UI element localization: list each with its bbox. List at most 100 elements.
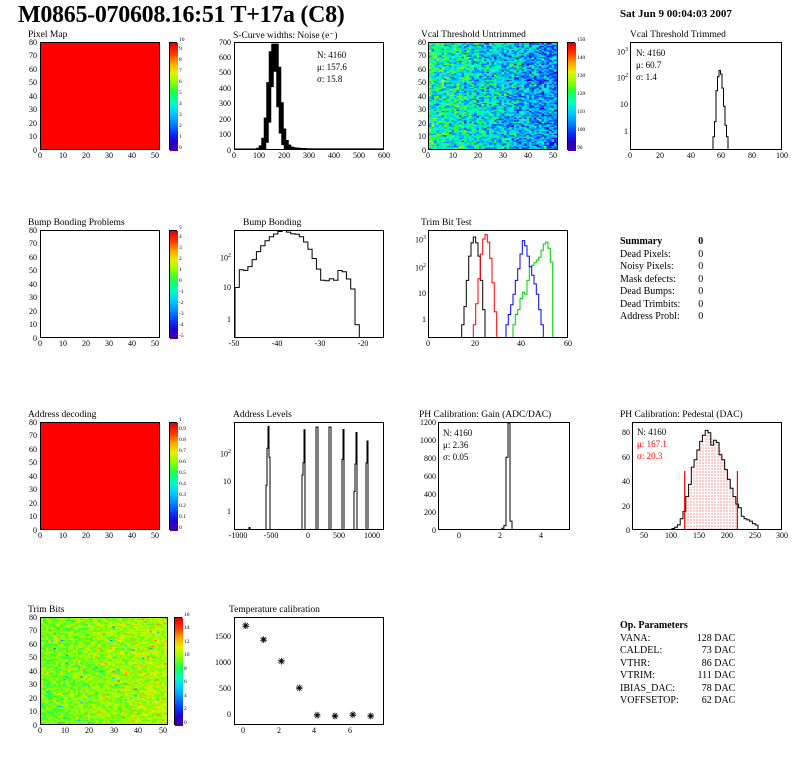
- y-tick: 0: [33, 146, 37, 155]
- colorbar-label: 100: [577, 127, 586, 133]
- y-tick: 80: [29, 38, 37, 47]
- heatmap-surface: [41, 618, 167, 724]
- y-tick: 0: [33, 526, 37, 535]
- row-value: 0: [698, 261, 704, 272]
- colorbar: [169, 230, 178, 339]
- row-label: Mask defects:: [620, 273, 676, 285]
- stat-n: N: 4160: [636, 48, 666, 58]
- colorbar-label: 6: [184, 679, 187, 685]
- colorbar-label: 3: [179, 245, 182, 251]
- plot-area: [40, 422, 160, 530]
- row-value: 0: [698, 273, 704, 285]
- plot-vcal-threshold-trimmed[interactable]: Vcal Threshold Trimmed 1 10 102 103 0 20…: [606, 30, 792, 160]
- plot-area: [630, 42, 782, 150]
- colorbar-label: 12: [184, 639, 190, 645]
- x-tick: 600: [378, 151, 390, 160]
- colorbar-label: 1: [179, 134, 182, 140]
- y-tick: 50: [29, 458, 37, 467]
- x-tick: 0: [628, 151, 632, 160]
- y-tick: 1: [624, 127, 628, 136]
- row-label: Noisy Pixels:: [620, 261, 674, 272]
- x-tick: 0: [241, 726, 245, 735]
- x-tick: 50: [549, 151, 557, 160]
- x-tick: 10: [61, 726, 69, 735]
- stat-n: N: 4160: [637, 427, 667, 437]
- y-tick: 102: [220, 449, 231, 459]
- plot-address-levels[interactable]: Address Levels 1 10 102 -1000 -500 0 500…: [205, 410, 395, 545]
- y-tick: 600: [219, 53, 231, 62]
- y-tick: 700: [219, 38, 231, 47]
- row-label: Dead Pixels:: [620, 248, 671, 260]
- plot-title: Address Levels: [233, 410, 292, 420]
- plot-temperature-calibration[interactable]: Temperature calibration 0 500 1000 1500 …: [205, 605, 395, 740]
- y-tick: 40: [29, 667, 37, 676]
- y-tick: 10: [620, 100, 628, 109]
- colorbar-label: -5: [179, 333, 184, 339]
- colorbar-label: 4: [184, 693, 187, 699]
- x-tick: 50: [640, 531, 648, 540]
- table-row: VANA: 128 DAC: [620, 633, 735, 646]
- row-value: 111 DAC: [697, 670, 736, 681]
- plot-ph-calibration-pedestal[interactable]: PH Calibration: Pedestal (DAC) 0 20 40 6…: [606, 410, 792, 545]
- y-tick: 10: [29, 132, 37, 141]
- y-tick: 10: [223, 477, 231, 486]
- y-tick: 10: [223, 283, 231, 292]
- colorbar-label: 0.7: [179, 448, 186, 454]
- plot-trim-bit-test[interactable]: Trim Bit Test 1 10 102 103 0 20 40 60: [405, 218, 595, 348]
- stat-mu: μ: 167.1: [637, 439, 667, 449]
- y-tick: 20: [622, 502, 630, 511]
- x-tick: 10: [59, 339, 67, 348]
- x-tick: 50: [159, 726, 167, 735]
- x-tick: -500: [263, 531, 279, 540]
- y-tick: 400: [424, 490, 436, 499]
- plot-title: Pixel Map: [28, 30, 68, 40]
- y-tick: 102: [415, 263, 426, 273]
- y-tick: 20: [29, 119, 37, 128]
- summary-header-row: Summary 0: [620, 236, 703, 249]
- y-tick: 20: [29, 694, 37, 703]
- plot-bump-bonding[interactable]: Bump Bonding 1 10 102 -50 -40 -30 -20: [205, 218, 395, 348]
- plot-pixel-map[interactable]: Pixel Map 0 10 20 30 40 50 60 70 80 0 10…: [14, 30, 200, 160]
- plot-address-decoding[interactable]: Address decoding 0 10 20 30 40 50 60 70 …: [14, 410, 200, 545]
- plot-area: [40, 42, 160, 150]
- plot-scurve-widths[interactable]: S-Curve widths: Noise (e⁻) 0 100 200 300…: [205, 30, 395, 160]
- op-parameters-panel: Op. Parameters VANA: 128 DAC CALDEL: 73 …: [620, 620, 796, 730]
- colorbar-label: 0: [184, 720, 187, 726]
- x-tick: 150: [693, 531, 705, 540]
- x-tick: -50: [228, 339, 240, 348]
- x-tick: 50: [151, 151, 159, 160]
- table-row: Noisy Pixels: 0: [620, 261, 703, 274]
- plot-vcal-threshold-untrimmed[interactable]: Vcal Threshold Untrimmed 0 10 20 30 40 5…: [405, 30, 595, 160]
- colorbar: [169, 42, 178, 151]
- plot-trim-bits[interactable]: Trim Bits 0 10 20 30 40 50 60 70 80 0 10…: [14, 605, 200, 740]
- heatmap-surface: [429, 43, 557, 149]
- colorbar-label: 5: [179, 90, 182, 96]
- colorbar-label: 90: [577, 145, 583, 151]
- row-label: VANA:: [620, 632, 651, 644]
- plot-title: Bump Bonding Problems: [28, 218, 125, 228]
- x-tick: 50: [151, 531, 159, 540]
- x-tick: 100: [665, 531, 677, 540]
- y-tick: 50: [29, 653, 37, 662]
- x-tick: 20: [82, 531, 90, 540]
- plot-bump-bonding-problems[interactable]: Bump Bonding Problems 0 10 20 30 40 50 6…: [14, 218, 200, 348]
- y-tick: 70: [29, 51, 37, 60]
- colorbar-label: 0.4: [179, 481, 186, 487]
- plot-ph-calibration-gain[interactable]: PH Calibration: Gain (ADC/DAC) 0 200 400…: [405, 410, 595, 545]
- x-tick: 20: [82, 151, 90, 160]
- colorbar-label: -2: [179, 300, 184, 306]
- scatter-markers: [242, 622, 375, 720]
- y-tick: 50: [29, 266, 37, 275]
- row-label: Address Probl:: [620, 311, 680, 322]
- x-tick: 500: [353, 151, 365, 160]
- y-tick: 10: [29, 320, 37, 329]
- x-tick: 500: [333, 531, 345, 540]
- row-label: IBIAS_DAC:: [620, 682, 676, 694]
- x-tick: 2: [498, 531, 502, 540]
- row-label: Dead Bumps:: [620, 286, 675, 297]
- y-tick: 60: [29, 253, 37, 262]
- timestamp: Sat Jun 9 00:04:03 2007: [620, 8, 732, 20]
- colorbar-label: 8: [179, 57, 182, 63]
- row-value: 78 DAC: [701, 682, 736, 694]
- y-tick: 1: [422, 315, 426, 324]
